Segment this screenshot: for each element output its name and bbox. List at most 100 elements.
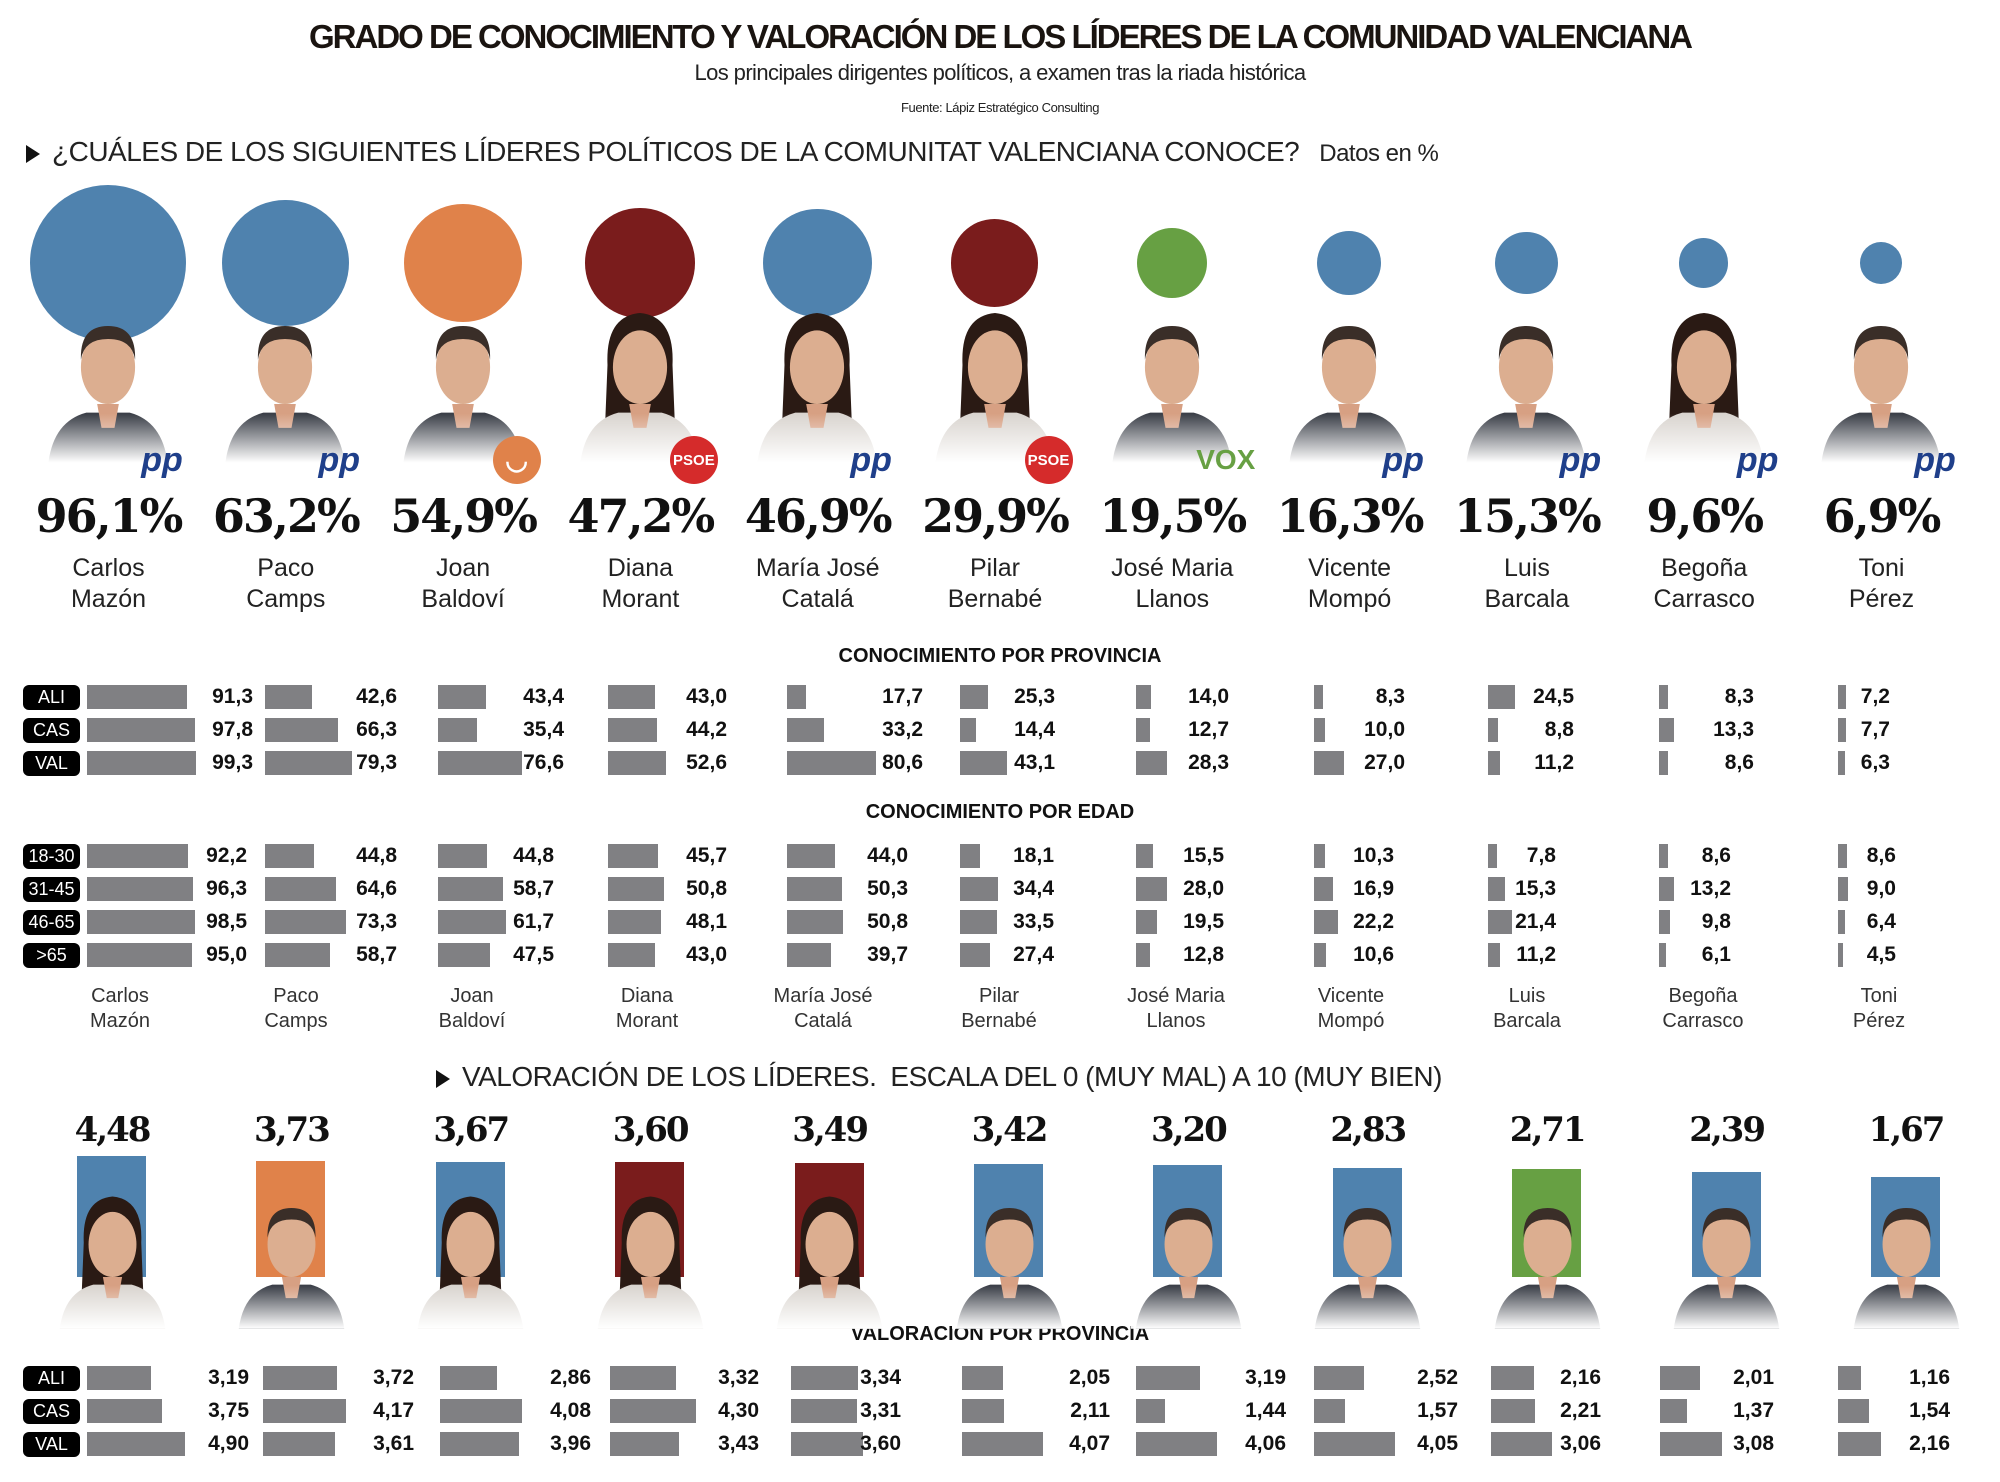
bar-value: 28,0 <box>1183 877 1224 900</box>
leader-last-name: Carrasco <box>1662 1010 1744 1032</box>
pct-value: 47,2% <box>567 489 716 543</box>
bar-edad-31-45 <box>1136 877 1167 901</box>
bar-edad-18-30 <box>960 844 980 868</box>
bar-value: 44,2 <box>686 718 727 741</box>
bar-valoracion_provincia-CAS <box>1491 1399 1536 1423</box>
bar-edad->65 <box>1314 943 1326 967</box>
bar-edad-46-65 <box>87 910 196 934</box>
portrait-icon <box>752 300 883 463</box>
bar-valoracion_provincia-CAS <box>791 1399 858 1423</box>
bar-provincia-VAL <box>1136 751 1168 775</box>
bar-value: 2,11 <box>1070 1399 1110 1422</box>
leader-last-name: Baldoví <box>438 1010 506 1032</box>
bar-value: 1,54 <box>1909 1399 1950 1422</box>
bar-edad-31-45 <box>265 877 337 901</box>
bar-provincia-VAL <box>787 751 876 775</box>
bar-provincia-VAL <box>1659 751 1669 775</box>
bar-value: 2,21 <box>1560 1399 1601 1422</box>
leader-last-name: Camps <box>264 1010 328 1032</box>
bubble-morant <box>585 208 695 318</box>
bar-provincia-VAL <box>1838 751 1845 775</box>
bar-value: 8,3 <box>1724 685 1754 708</box>
bar-edad-46-65 <box>1488 910 1512 934</box>
portrait-icon <box>772 1185 888 1329</box>
score-value: 3,60 <box>612 1110 690 1150</box>
val-photo-5 <box>951 1185 1067 1329</box>
bar-valoracion_provincia-CAS <box>1838 1399 1869 1423</box>
bar-value: 3,75 <box>208 1399 249 1422</box>
portrait-icon <box>1106 300 1237 463</box>
leader-last-name: Pérez <box>1848 585 1915 613</box>
pct-value: 16,3% <box>1276 489 1425 543</box>
bar-value: 11,2 <box>1516 943 1556 966</box>
bar-valoracion_provincia-ALI <box>440 1366 498 1390</box>
row-label-VAL: VAL <box>23 1432 80 1457</box>
photo-3 <box>574 300 705 463</box>
row-label-ALI: ALI <box>23 685 80 710</box>
bar-edad->65 <box>608 943 656 967</box>
bar-valoracion_provincia-VAL <box>1838 1432 1882 1456</box>
score-value: 2,39 <box>1689 1110 1766 1150</box>
bar-provincia-ALI <box>787 685 807 709</box>
bar-value: 10,6 <box>1353 943 1394 966</box>
leader-first-name: Paco <box>257 554 315 582</box>
bar-value: 12,7 <box>1188 718 1229 741</box>
leader-first-name: José Maria <box>1127 985 1225 1007</box>
bar-edad-18-30 <box>1838 844 1848 868</box>
leader-first-name: Pilar <box>969 554 1020 582</box>
bar-edad-18-30 <box>1136 844 1154 868</box>
bar-edad-31-45 <box>608 877 664 901</box>
bar-valoracion_provincia-VAL <box>1314 1432 1395 1456</box>
bar-value: 1,57 <box>1417 1399 1458 1422</box>
portrait-icon <box>1638 300 1769 463</box>
bar-provincia-ALI <box>960 685 988 709</box>
leader-first-name: José Maria <box>1111 554 1234 582</box>
portrait-icon <box>1816 300 1946 463</box>
leader-first-name: Carlos <box>72 554 145 582</box>
portrait-icon <box>1489 1185 1605 1329</box>
portrait-icon <box>951 1185 1067 1329</box>
bar-valoracion_provincia-CAS <box>1314 1399 1346 1423</box>
bar-edad-46-65 <box>1838 910 1846 934</box>
portrait-icon <box>220 300 351 463</box>
edad-title: CONOCIMIENTO POR EDAD <box>865 801 1135 823</box>
bar-value: 4,07 <box>1069 1432 1110 1455</box>
bar-edad-46-65 <box>438 910 506 934</box>
bar-value: 45,7 <box>686 844 727 867</box>
portrait-icon <box>1848 1185 1964 1329</box>
bar-value: 35,4 <box>523 718 564 741</box>
bar-provincia-VAL <box>438 751 523 775</box>
bar-provincia-ALI <box>1136 685 1152 709</box>
leader-last-name: Carrasco <box>1653 585 1755 613</box>
leader-last-name: Morant <box>615 1010 679 1032</box>
photo-1 <box>220 300 351 463</box>
pct-value: 6,9% <box>1823 489 1942 543</box>
compromis-logo-icon: ◡ <box>492 436 541 484</box>
row-label-CAS: CAS <box>23 1399 80 1424</box>
photo-4 <box>752 300 883 463</box>
bar-edad-31-45 <box>87 877 193 901</box>
pct-value: 96,1% <box>35 489 184 543</box>
bar-provincia-ALI <box>265 685 312 709</box>
bar-value: 15,3 <box>1515 877 1556 900</box>
bar-value: 2,16 <box>1909 1432 1950 1455</box>
provincia-title: CONOCIMIENTO POR PROVINCIA <box>838 645 1162 667</box>
bubble-carrasco <box>1679 238 1729 288</box>
bar-value: 76,6 <box>523 751 564 774</box>
bar-value: 97,8 <box>212 718 253 741</box>
val-photo-6 <box>1130 1185 1246 1329</box>
bar-edad-46-65 <box>1659 910 1670 934</box>
leader-first-name: Joan <box>435 554 491 582</box>
bar-valoracion_provincia-VAL <box>440 1432 520 1456</box>
bar-valoracion_provincia-VAL <box>610 1432 679 1456</box>
leader-last-name: Baldoví <box>421 585 505 613</box>
bar-value: 6,4 <box>1866 910 1896 933</box>
bar-value: 3,08 <box>1733 1432 1774 1455</box>
bar-value: 4,06 <box>1245 1432 1286 1455</box>
bar-value: 8,6 <box>1866 844 1896 867</box>
val-photo-4 <box>772 1185 888 1329</box>
bar-edad-46-65 <box>787 910 843 934</box>
bar-edad-46-65 <box>265 910 346 934</box>
bar-edad-31-45 <box>438 877 503 901</box>
val-photo-10 <box>1848 1185 1964 1329</box>
